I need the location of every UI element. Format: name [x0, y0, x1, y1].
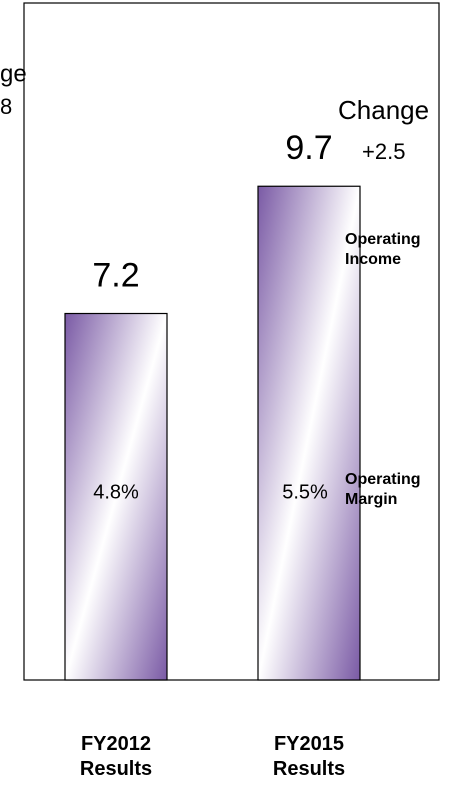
- margin-label: 4.8%: [93, 481, 139, 503]
- annotation: 8: [0, 94, 12, 119]
- value-label: 7.2: [92, 256, 139, 294]
- margin-label: 5.5%: [282, 481, 328, 503]
- value-label: 9.7: [285, 129, 332, 167]
- x-tick-label: FY2015 Results: [272, 733, 346, 780]
- plot-frame: [23, 2, 440, 681]
- bar: [257, 185, 361, 681]
- annotation: ge: [0, 60, 27, 87]
- series-name: Operating Income: [345, 231, 421, 268]
- margin-name: Operating Margin: [345, 471, 421, 508]
- change-value: +2.5: [362, 139, 405, 164]
- x-tick-label: FY2012 Results: [79, 733, 153, 780]
- bar: [64, 312, 168, 681]
- change-label: Change: [338, 95, 429, 125]
